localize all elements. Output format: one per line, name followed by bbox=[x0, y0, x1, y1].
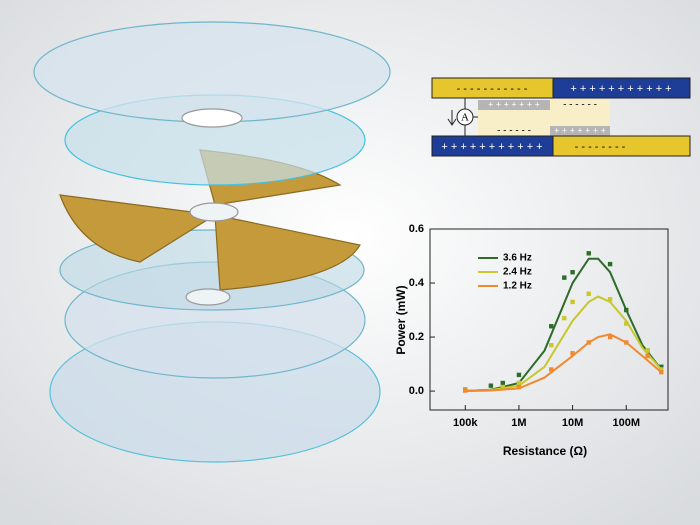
data-point bbox=[624, 321, 629, 326]
data-point bbox=[659, 367, 664, 372]
data-point bbox=[659, 369, 664, 375]
x-tick-label: 100k bbox=[453, 417, 478, 429]
charge-label: + + + + + + + bbox=[554, 125, 606, 135]
charge-label: + + + + + + + + + + + bbox=[441, 141, 542, 153]
device-render bbox=[33, 21, 391, 463]
charge-label: + + + + + + + bbox=[488, 99, 540, 109]
data-point bbox=[516, 372, 522, 378]
charge-label: + + + + + + + + + + + bbox=[570, 83, 671, 95]
film bbox=[478, 100, 550, 110]
data-point bbox=[570, 299, 575, 305]
x-axis-label: Resistance (Ω) bbox=[503, 444, 587, 458]
y-tick-label: 0.0 bbox=[409, 385, 424, 397]
data-point bbox=[645, 353, 650, 359]
data-point bbox=[549, 342, 554, 348]
y-axis-label: Power (mW) bbox=[394, 285, 408, 354]
charge-label: - - - - - - - - - - - bbox=[457, 83, 528, 95]
data-point bbox=[500, 380, 505, 386]
legend-label: 3.6 Hz bbox=[503, 253, 532, 264]
ammeter bbox=[456, 108, 474, 126]
data-point bbox=[516, 380, 522, 386]
data-point bbox=[549, 324, 554, 329]
y-tick-label: 0.2 bbox=[409, 331, 424, 343]
fit-line bbox=[465, 295, 663, 392]
y-tick-label: 0.4 bbox=[409, 277, 425, 289]
x-tick-label: 100M bbox=[612, 417, 640, 429]
electrode bbox=[552, 77, 691, 99]
data-point bbox=[624, 340, 629, 345]
charge-label: - - - - - - - - bbox=[575, 141, 626, 153]
data-point bbox=[659, 364, 664, 369]
x-tick-label: 1M bbox=[511, 417, 526, 429]
plot-frame bbox=[429, 228, 669, 411]
data-point bbox=[607, 261, 613, 267]
data-point bbox=[624, 307, 629, 313]
data-point bbox=[586, 291, 591, 297]
data-point bbox=[570, 270, 575, 275]
data-point bbox=[562, 315, 567, 321]
x-tick-label: 10M bbox=[562, 417, 583, 429]
y-tick-label: 0.6 bbox=[409, 223, 424, 235]
charge-label: - - - - - - bbox=[497, 126, 531, 137]
film bbox=[550, 126, 610, 136]
data-point bbox=[549, 367, 554, 372]
data-point bbox=[645, 348, 650, 353]
data-point bbox=[570, 351, 575, 356]
data-point bbox=[562, 275, 567, 280]
data-point bbox=[516, 384, 522, 390]
data-point bbox=[488, 383, 494, 388]
data-point bbox=[607, 297, 613, 302]
data-point bbox=[607, 334, 613, 340]
data-point bbox=[463, 388, 468, 393]
fit-line bbox=[465, 257, 663, 392]
data-point bbox=[586, 340, 591, 345]
data-point bbox=[586, 251, 591, 256]
legend-label: 2.4 Hz bbox=[503, 267, 532, 278]
legend-label: 1.2 Hz bbox=[503, 281, 532, 292]
electrode bbox=[552, 135, 691, 157]
data-point bbox=[500, 384, 505, 390]
wire bbox=[464, 98, 478, 136]
current-arrow bbox=[447, 110, 457, 126]
schematic: A - - - - - - - - - - - + + + + + + + + … bbox=[431, 77, 691, 157]
ammeter-label: A bbox=[461, 112, 469, 124]
charge-label: - - - - - - bbox=[563, 100, 597, 111]
